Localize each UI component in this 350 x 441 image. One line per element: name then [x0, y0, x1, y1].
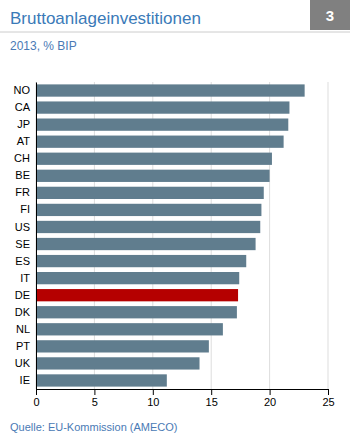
tick-label: SE: [15, 238, 30, 250]
tick: IE: [20, 374, 30, 386]
tick-label: DE: [15, 289, 30, 301]
axis-line: [37, 390, 329, 396]
bar: [36, 340, 209, 352]
tick: SE: [15, 238, 30, 250]
bar: [36, 153, 272, 165]
tick-label: UK: [15, 357, 31, 369]
tick: CA: [15, 101, 31, 113]
tick-label: 25: [322, 396, 334, 408]
separator: [0, 32, 350, 33]
tick: FR: [15, 186, 30, 198]
tick: ES: [15, 255, 30, 267]
bar: [36, 255, 246, 267]
tick: US: [15, 220, 30, 232]
tick-label: PT: [16, 340, 30, 352]
tick-label: FI: [20, 203, 30, 215]
bar: [36, 221, 260, 233]
bar: [36, 84, 305, 96]
bar: [36, 187, 264, 199]
tick: 25: [322, 389, 334, 408]
tick: CH: [14, 152, 30, 164]
tick: NL: [16, 323, 30, 335]
bar: [36, 289, 238, 301]
tick-label: CH: [14, 152, 30, 164]
tick: 10: [147, 389, 159, 408]
tick: IT: [20, 272, 30, 284]
tick-label: BE: [15, 169, 30, 181]
tick: NO: [14, 84, 31, 96]
number: 3: [326, 7, 334, 24]
y-axis: NO CA JP AT CH BE FR FI US SE ES IT DE DK NL PT UK IE: [14, 83, 37, 390]
tick-label: JP: [17, 118, 30, 130]
tick-label: DK: [15, 306, 31, 318]
bars: [36, 84, 305, 386]
axis-line: [36, 83, 37, 390]
tick: PT: [16, 340, 30, 352]
tick: 0: [33, 389, 39, 408]
tick: 20: [264, 389, 276, 408]
tick-label: CA: [15, 101, 31, 113]
tick-label: 0: [33, 396, 39, 408]
tick-label: 20: [264, 396, 276, 408]
tick-label: AT: [17, 135, 31, 147]
tick: DE: [15, 289, 30, 301]
grid-line: [328, 82, 329, 389]
tick: AT: [17, 135, 31, 147]
tick: 5: [92, 389, 98, 408]
source: Quelle: EU-Kommission (AMECO): [10, 421, 177, 433]
bar: [36, 306, 237, 318]
tick: FI: [20, 203, 30, 215]
tick-label: FR: [15, 186, 30, 198]
bar: [36, 323, 223, 335]
tick-mark: [270, 389, 271, 395]
bar: [36, 170, 270, 182]
tick-label: 15: [206, 396, 218, 408]
bar: [36, 204, 261, 216]
tick-label: NO: [14, 84, 31, 96]
tick-label: IT: [20, 272, 30, 284]
tick-label: 10: [147, 396, 159, 408]
plot: 0 5 10 15 20 25 NO CA JP AT CH BE FR FI US SE ES IT DE DK NL…: [14, 82, 335, 408]
tick-mark: [328, 389, 329, 395]
tick: DK: [15, 306, 31, 318]
tick: 15: [206, 389, 218, 408]
x-axis: 0 5 10 15 20 25: [33, 389, 334, 408]
grid: [36, 82, 328, 389]
title: Bruttoanlageinvestitionen: [10, 9, 201, 28]
tick: BE: [15, 169, 30, 181]
bar: [36, 374, 167, 386]
chart: Bruttoanlageinvestitionen 3 2013, % BIP Que…: [0, 0, 350, 441]
tick: UK: [15, 357, 31, 369]
tick-mark: [94, 389, 95, 395]
tick-label: NL: [16, 323, 30, 335]
tick-mark: [211, 389, 212, 395]
bar: [36, 238, 256, 250]
tick-label: IE: [20, 374, 30, 386]
bar: [36, 357, 200, 369]
tick: JP: [17, 118, 30, 130]
bar: [36, 136, 284, 148]
bar: [36, 272, 239, 284]
bar: [36, 118, 288, 130]
tick-mark: [36, 389, 37, 395]
tick-mark: [153, 389, 154, 395]
tick-label: ES: [15, 255, 30, 267]
tick-label: US: [15, 220, 30, 232]
tick-label: 5: [92, 396, 98, 408]
grid-line: [36, 82, 37, 389]
bar: [36, 101, 289, 113]
subtitle: 2013, % BIP: [10, 39, 77, 53]
number-box: [310, 0, 350, 30]
